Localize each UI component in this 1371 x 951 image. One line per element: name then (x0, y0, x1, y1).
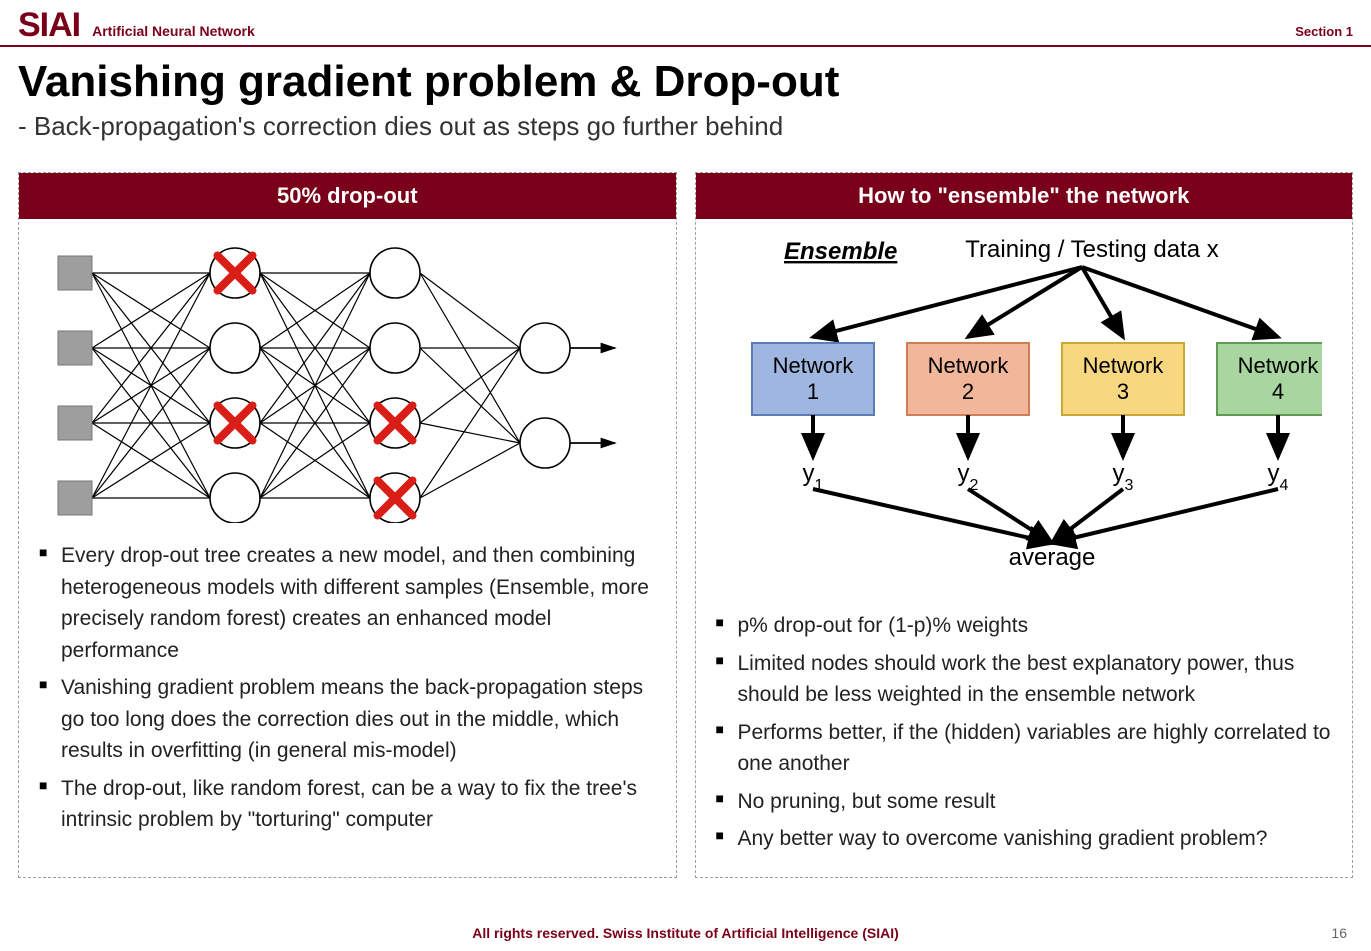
dropout-network-diagram (35, 233, 625, 523)
svg-text:average: average (1008, 544, 1095, 571)
bullet-item: Limited nodes should work the best expla… (716, 648, 1337, 711)
left-panel-body: Every drop-out tree creates a new model,… (19, 219, 676, 858)
logo: SIAI (18, 6, 80, 45)
left-panel-header: 50% drop-out (19, 173, 676, 219)
title-block: Vanishing gradient problem & Drop-out - … (0, 47, 1371, 148)
svg-text:Network: Network (1082, 353, 1164, 378)
header-bar: SIAI Artificial Neural Network Section 1 (0, 0, 1371, 47)
right-panel-header: How to "ensemble" the network (696, 173, 1353, 219)
bullet-item: p% drop-out for (1-p)% weights (716, 610, 1337, 642)
svg-text:y1: y1 (802, 460, 823, 494)
slide-title: Vanishing gradient problem & Drop-out (18, 57, 1353, 107)
right-panel: How to "ensemble" the network Ensemble Tr… (695, 172, 1354, 878)
svg-text:3: 3 (1116, 379, 1128, 404)
right-panel-body: Ensemble Training / Testing data x Network… (696, 219, 1353, 877)
bullet-item: The drop-out, like random forest, can be… (39, 773, 660, 836)
svg-text:y3: y3 (1112, 460, 1133, 494)
svg-text:Network: Network (1237, 353, 1319, 378)
bullet-item: Vanishing gradient problem means the bac… (39, 672, 660, 767)
svg-text:y4: y4 (1267, 460, 1288, 494)
bullet-item: No pruning, but some result (716, 786, 1337, 818)
page-number: 16 (1331, 925, 1347, 941)
ensemble-flow-diagram: Ensemble Training / Testing data x Network… (712, 233, 1322, 593)
bullet-item: Every drop-out tree creates a new model,… (39, 540, 660, 666)
left-bullet-list: Every drop-out tree creates a new model,… (39, 540, 660, 836)
svg-text:4: 4 (1271, 379, 1283, 404)
footer-text: All rights reserved. Swiss Institute of … (0, 925, 1371, 941)
panels-container: 50% drop-out Every drop-out tree creates… (0, 148, 1371, 878)
svg-text:2: 2 (961, 379, 973, 404)
svg-text:Ensemble: Ensemble (784, 238, 897, 265)
header-section: Section 1 (1295, 24, 1353, 43)
right-bullet-list: p% drop-out for (1-p)% weights Limited no… (716, 610, 1337, 855)
svg-text:1: 1 (806, 379, 818, 404)
bullet-item: Any better way to overcome vanishing gra… (716, 823, 1337, 855)
svg-text:Network: Network (927, 353, 1009, 378)
slide-subtitle: - Back-propagation's correction dies out… (18, 111, 1353, 142)
header-topic: Artificial Neural Network (92, 23, 255, 39)
svg-text:Network: Network (772, 353, 854, 378)
bullet-item: Performs better, if the (hidden) variabl… (716, 717, 1337, 780)
svg-text:Training / Testing data x: Training / Testing data x (965, 236, 1218, 263)
svg-text:y2: y2 (957, 460, 978, 494)
left-panel: 50% drop-out Every drop-out tree creates… (18, 172, 677, 878)
